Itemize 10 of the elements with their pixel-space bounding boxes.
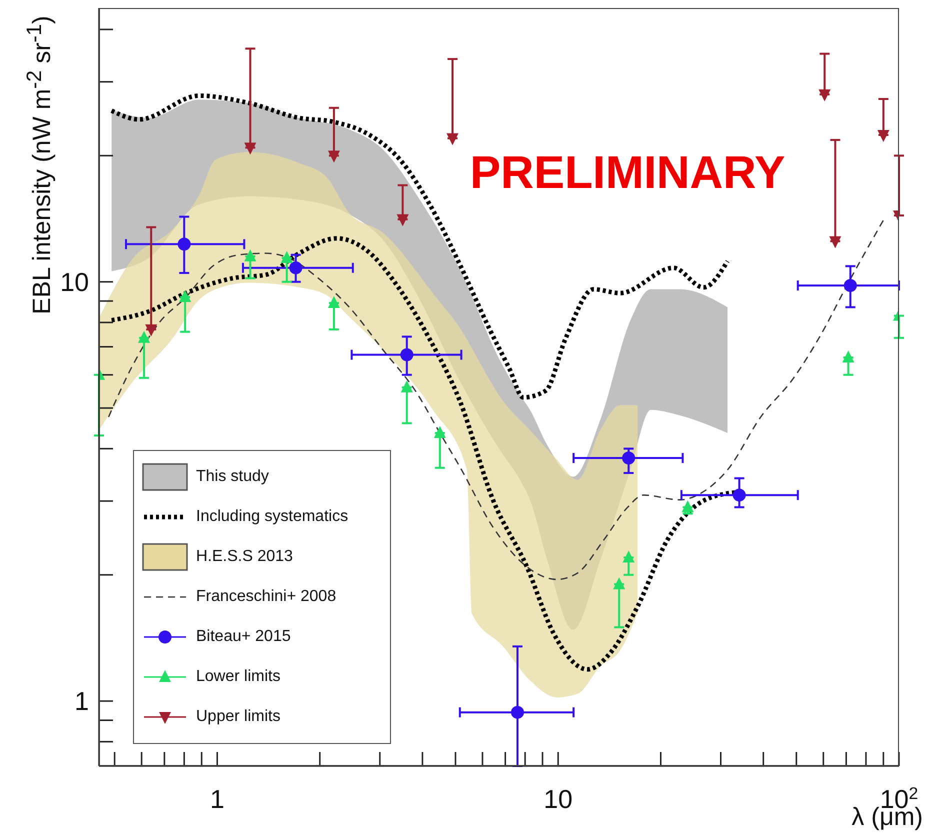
x-tick-label: 10 bbox=[544, 784, 573, 814]
x-tick-label: 1 bbox=[210, 784, 224, 814]
legend-label: Lower limits bbox=[196, 668, 280, 686]
legend-label: Biteau+ 2015 bbox=[196, 628, 291, 646]
legend-label: Franceschini+ 2008 bbox=[196, 588, 336, 606]
legend-label: Including systematics bbox=[196, 508, 348, 526]
annotation: PRELIMINARY bbox=[470, 145, 786, 199]
legend-label: Upper limits bbox=[196, 708, 280, 726]
legend-label: H.E.S.S 2013 bbox=[196, 548, 293, 566]
legend-label: This study bbox=[196, 468, 269, 486]
